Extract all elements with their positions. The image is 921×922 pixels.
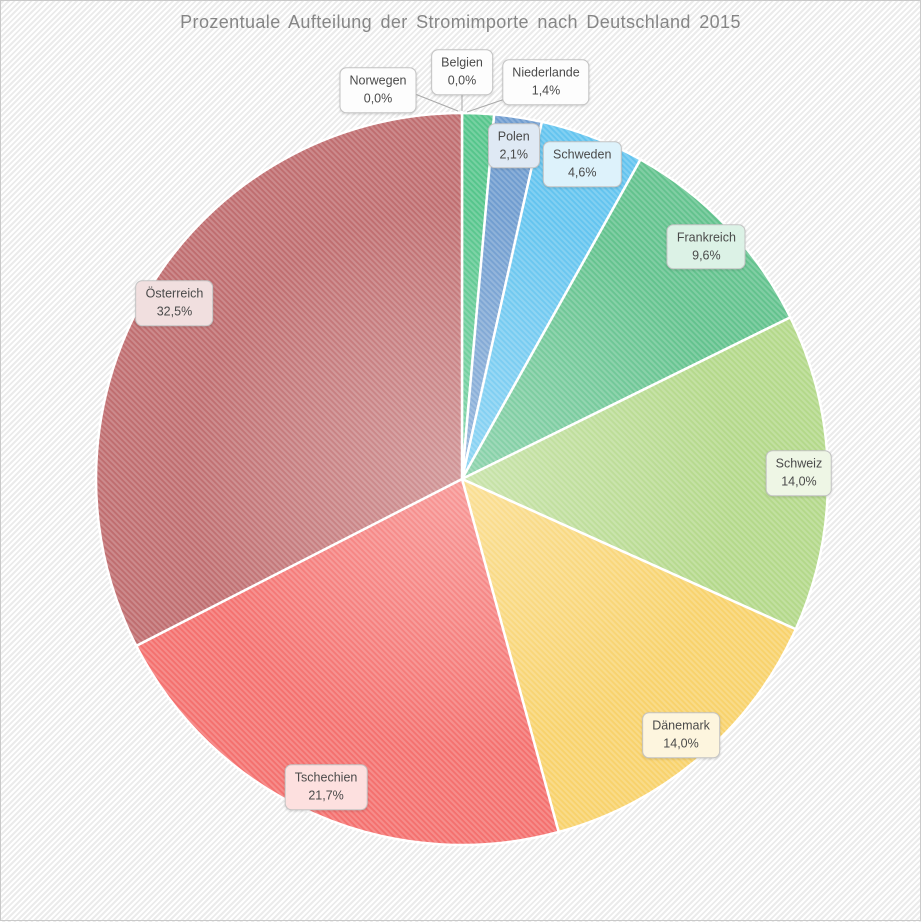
- slice-label-value: 0,0%: [363, 91, 393, 105]
- slice-label-value: 21,7%: [308, 788, 344, 803]
- slice-label-value: 9,6%: [692, 247, 721, 262]
- slice-label-norwegen: Norwegen 0,0%: [339, 67, 417, 113]
- slice-label-frankreich: Frankreich 9,6%: [666, 224, 746, 270]
- slice-label-value: 4,6%: [567, 165, 597, 180]
- label-connector-niederlande: [466, 97, 509, 113]
- slice-label-name: Norwegen: [349, 73, 407, 88]
- slice-label-value: 14,0%: [781, 474, 817, 489]
- slice-label-value: 2,1%: [499, 146, 528, 161]
- slice-label-schweiz: Schweiz 14,0%: [765, 450, 833, 496]
- slice-label-name: Frankreich: [676, 230, 736, 245]
- chart-title: Prozentuale Aufteilung der Stromimporte …: [180, 12, 741, 32]
- slice-label--sterreich: Österreich 32,5%: [135, 280, 214, 326]
- slice-label-name: Österreich: [145, 286, 204, 301]
- slice-label-name: Polen: [497, 129, 530, 144]
- slice-label-polen: Polen 2,1%: [487, 123, 540, 169]
- slice-label-tschechien: Tschechien 21,7%: [284, 764, 368, 811]
- slice-label-value: 14,0%: [663, 736, 699, 751]
- slice-label-name: Schweiz: [775, 456, 823, 471]
- slice-label-name: Dänemark: [652, 718, 710, 733]
- slice-label-value: 32,5%: [156, 304, 193, 319]
- label-connector-norwegen: [409, 91, 459, 112]
- slice-label-name: Tschechien: [294, 770, 358, 785]
- slice-label-name: Belgien: [441, 55, 483, 70]
- slice-label-value: 0,0%: [447, 73, 477, 87]
- slice-label-schweden: Schweden 4,6%: [543, 141, 622, 187]
- slice-label-d-nemark: Dänemark 14,0%: [642, 712, 720, 758]
- slice-label-name: Schweden: [553, 147, 612, 162]
- slice-label-name: Niederlande: [512, 65, 580, 80]
- slice-label-value: 1,4%: [531, 83, 561, 97]
- slice-label-niederlande: Niederlande 1,4%: [502, 59, 590, 105]
- pie-hatch-texture: [96, 113, 828, 845]
- slice-label-belgien: Belgien 0,0%: [431, 49, 493, 95]
